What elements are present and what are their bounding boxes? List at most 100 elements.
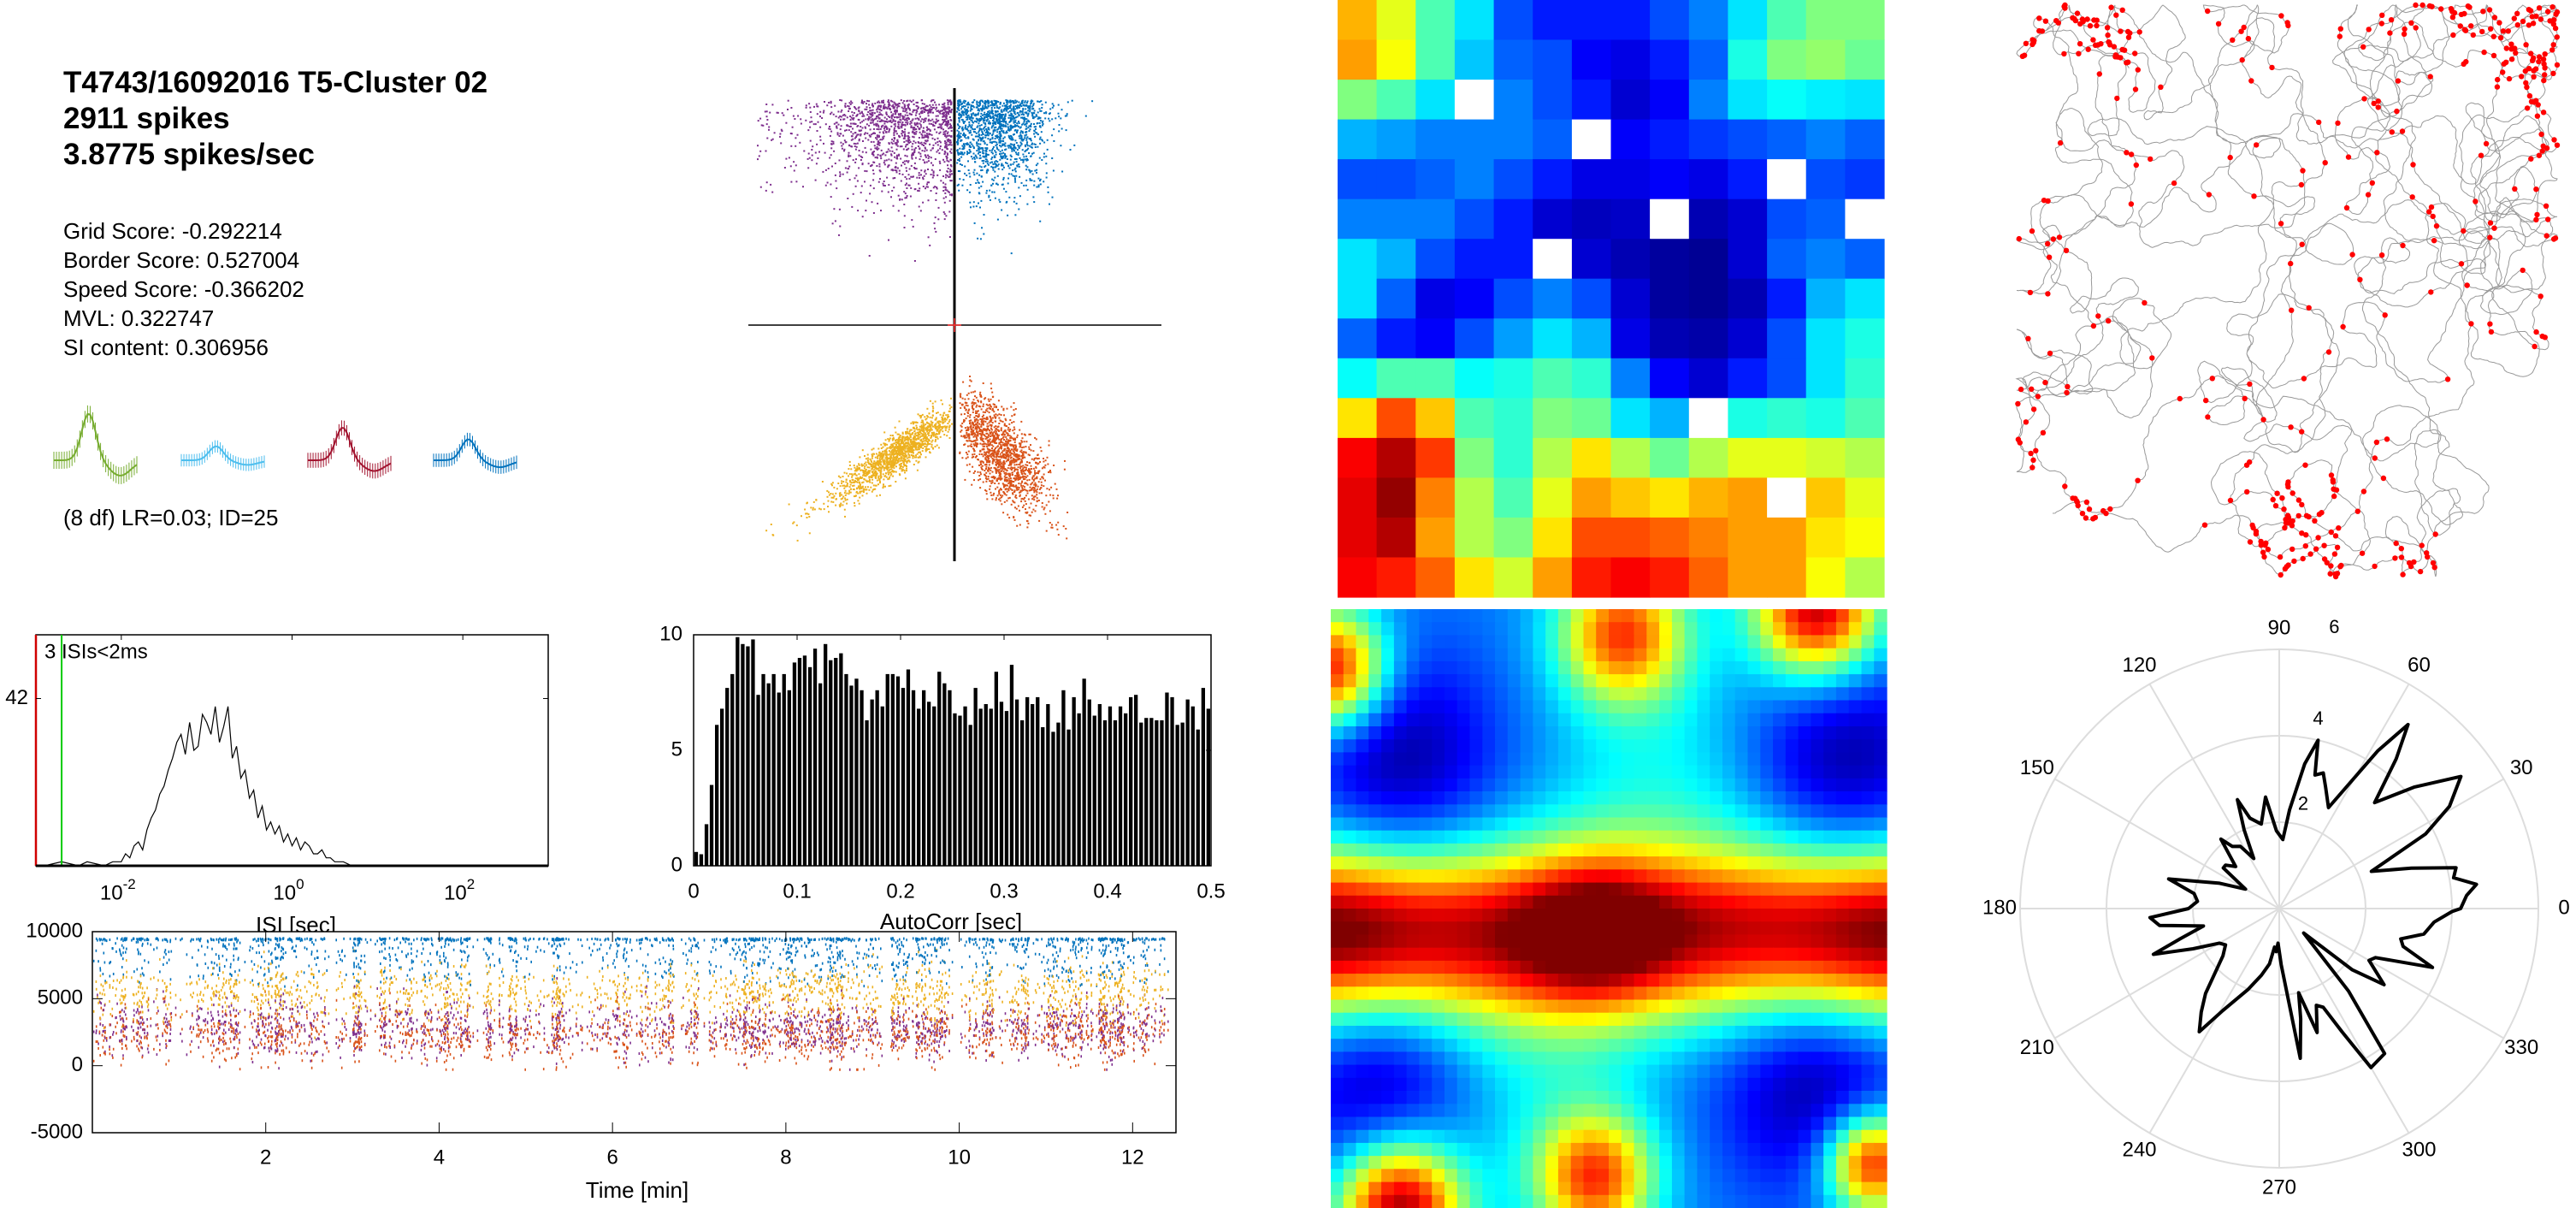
cluster-point — [871, 109, 874, 111]
cluster-point — [947, 134, 948, 137]
cluster-point — [1060, 145, 1062, 147]
cluster-point — [1011, 113, 1013, 115]
cluster-point — [994, 128, 996, 131]
cluster-point — [846, 498, 848, 500]
cluster-point — [815, 103, 818, 105]
cluster-point — [924, 120, 926, 122]
cluster-point — [979, 238, 982, 240]
cluster-point — [1015, 157, 1018, 160]
cluster-point — [800, 122, 802, 125]
cluster-point — [862, 490, 865, 493]
cluster-point — [891, 150, 894, 152]
cluster-point — [826, 181, 829, 184]
cluster-point — [811, 149, 813, 151]
cluster-point — [1019, 106, 1020, 109]
cluster-point — [969, 175, 972, 178]
cluster-point — [770, 183, 772, 186]
cluster-point — [888, 453, 890, 456]
cluster-point — [905, 145, 907, 148]
cluster-point — [1031, 105, 1034, 108]
cluster-point — [972, 152, 975, 155]
cluster-point — [896, 433, 899, 435]
cluster-point — [876, 143, 878, 145]
cluster-point — [966, 109, 968, 111]
cluster-point — [960, 118, 963, 121]
cluster-point — [948, 113, 950, 115]
cluster-point — [977, 113, 979, 115]
cluster-point — [842, 173, 844, 175]
cluster-point — [913, 452, 914, 454]
cluster-point — [978, 131, 980, 133]
cluster-point — [991, 157, 994, 158]
cluster-point — [947, 430, 949, 433]
cluster-point — [988, 120, 990, 122]
cluster-point — [890, 111, 893, 114]
cluster-point — [871, 448, 873, 451]
cluster-point — [922, 130, 925, 132]
cluster-point — [960, 435, 963, 437]
cluster-point — [992, 182, 994, 185]
cluster-point — [1018, 122, 1020, 124]
cluster-point — [861, 485, 864, 488]
cluster-point — [943, 153, 946, 156]
cluster-point — [944, 115, 947, 118]
cluster-point — [956, 129, 959, 132]
cluster-point — [926, 134, 929, 137]
cluster-point — [848, 156, 850, 157]
cluster-point — [912, 118, 914, 121]
cluster-point — [879, 494, 881, 496]
cluster-point — [872, 132, 875, 134]
cluster-point — [970, 156, 972, 157]
cluster-point — [981, 453, 984, 455]
cluster-point — [984, 111, 986, 114]
cluster-point — [978, 202, 979, 204]
cluster-point — [942, 131, 945, 133]
cluster-point — [889, 437, 891, 440]
cluster-point — [907, 106, 909, 109]
cluster-point — [858, 138, 860, 140]
cluster-point — [948, 110, 950, 112]
cluster-point — [924, 134, 926, 137]
cluster-point — [890, 196, 892, 198]
cluster-point — [890, 117, 893, 120]
cluster-point — [967, 412, 970, 414]
cluster-point — [870, 121, 872, 124]
cluster-point — [975, 410, 977, 412]
cluster-point — [967, 101, 970, 104]
cluster-point — [942, 403, 943, 406]
cluster-point — [911, 175, 913, 178]
cluster-point — [857, 118, 860, 121]
cluster-point — [959, 134, 961, 137]
cluster-point — [858, 167, 860, 169]
cluster-point — [942, 112, 945, 114]
cluster-point — [1019, 158, 1022, 161]
cluster-point — [1001, 144, 1004, 146]
cluster-point — [898, 169, 901, 172]
cluster-point — [919, 187, 921, 190]
cluster-point — [944, 133, 946, 135]
cluster-point — [897, 194, 900, 197]
cluster-point — [966, 456, 969, 459]
cluster-point — [893, 139, 895, 142]
cluster-point — [1019, 127, 1021, 129]
cluster-point — [967, 143, 970, 145]
cluster-point — [925, 106, 927, 109]
cluster-point — [1026, 464, 1029, 466]
cluster-point — [907, 135, 910, 138]
cluster-point — [878, 458, 881, 460]
cluster-point — [943, 213, 946, 216]
cluster-point — [1035, 164, 1037, 167]
cluster-point — [860, 477, 863, 479]
cluster-point — [1010, 135, 1013, 138]
cluster-point — [888, 158, 890, 161]
cluster-point — [984, 412, 986, 413]
cluster-point — [1007, 426, 1010, 429]
cluster-point — [925, 418, 927, 421]
cluster-point — [946, 148, 948, 151]
cluster-point — [990, 165, 993, 168]
cluster-point — [991, 191, 994, 193]
cluster-point — [846, 116, 848, 119]
cluster-point — [854, 148, 857, 151]
cluster-point — [879, 178, 881, 181]
cluster-point — [961, 422, 964, 424]
